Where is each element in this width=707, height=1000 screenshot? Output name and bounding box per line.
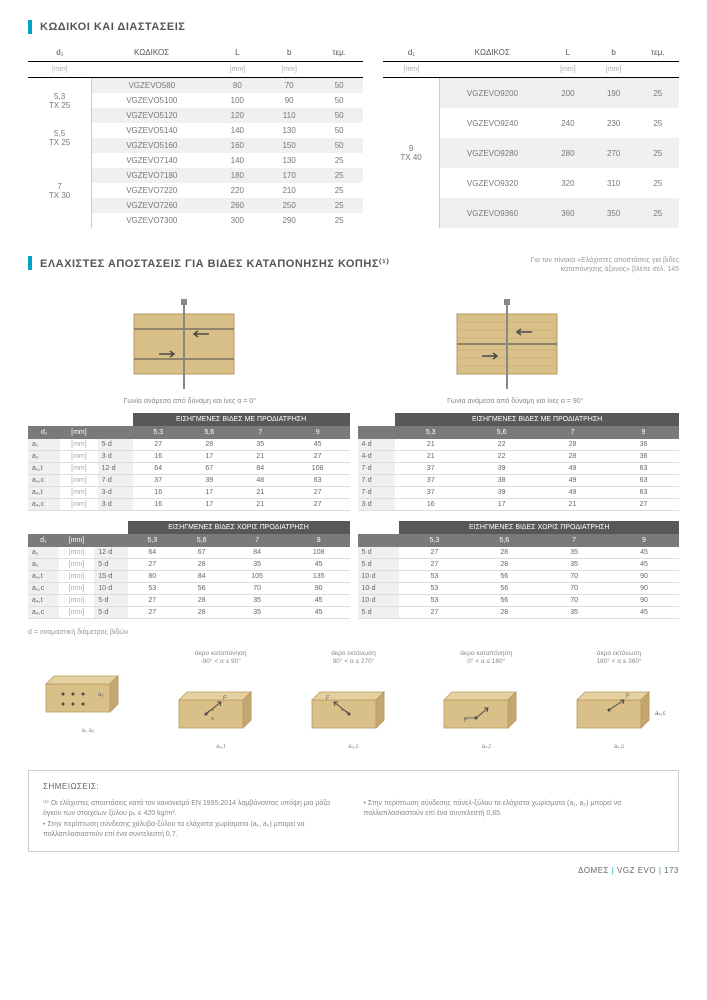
title-bar-icon — [28, 20, 32, 34]
note-l1: ⁽¹⁾ Οι ελάχιστες αποστάσεις κατά τον καν… — [43, 799, 344, 820]
bottom-diagram-0: a₂a₁ a₂ — [28, 650, 148, 750]
distance-table-nopredrill: ΕΙΣΗΓΜΕΝΕΣ ΒΙΔΕΣ ΧΩΡΙΣ ΠΡΟΔΙΑΤΡΗΣΗd₁[mm]… — [28, 521, 679, 619]
notes-box: ΣΗΜΕΙΩΣΕΙΣ: ⁽¹⁾ Οι ελάχιστες αποστάσεις … — [28, 770, 679, 852]
section-title-1: ΚΩΔΙΚΟΙ ΚΑΙ ΔΙΑΣΤΑΣΕΙΣ — [28, 20, 679, 34]
wood-diagrams: Γωνία ανάμεσα από δύναμη και ίνες α = 0°… — [28, 294, 679, 405]
svg-text:F: F — [464, 718, 468, 724]
svg-text:F: F — [326, 696, 330, 702]
side-note: Για τον πίνακα «Ελάχιστες αποστάσεις για… — [499, 256, 679, 274]
svg-text:F: F — [223, 696, 227, 702]
note-l2: • Στην περίπτωση σύνδεσης χάλυβα-ξύλου τ… — [43, 820, 344, 841]
title-text: ΚΩΔΙΚΟΙ ΚΑΙ ΔΙΑΣΤΑΣΕΙΣ — [40, 21, 185, 33]
svg-text:α: α — [211, 716, 214, 722]
notes-title: ΣΗΜΕΙΩΣΕΙΣ: — [43, 781, 664, 793]
bottom-diagram-1: άκρο καταπόνηση-90° < α ≤ 90°Fαa₃,t — [161, 650, 281, 750]
caption-right: Γωνία ανάμεσα από δύναμη και ίνες α = 90… — [447, 398, 583, 405]
page-footer: ΔΟΜΕΣ | VGZ EVO | 173 — [28, 866, 679, 875]
wood-diagram-0deg — [124, 294, 244, 394]
title-text: ΕΛΑΧΙΣΤΕΣ ΑΠΟΣΤΑΣΕΙΣ ΓΙΑ ΒΙΔΕΣ ΚΑΤΑΠΟΝΗΣ… — [40, 257, 390, 270]
bottom-diagram-4: άκρο εκτόνωση180° < α ≤ 360°Fa₄,ca₄,c — [559, 650, 679, 750]
svg-text:a₂: a₂ — [98, 692, 104, 698]
svg-text:a₄,c: a₄,c — [655, 711, 665, 717]
note-r1: • Στην περίπτωση σύνδεσης πάνελ-ξύλου τα… — [364, 799, 665, 820]
distance-table-predrill: ΕΙΣΗΓΜΕΝΕΣ ΒΙΔΕΣ ΜΕ ΠΡΟΔΙΑΤΡΗΣΗd₁[mm]5,3… — [28, 413, 679, 511]
caption-left: Γωνία ανάμεσα από δύναμη και ίνες α = 0° — [124, 398, 256, 405]
wood-diagram-90deg — [447, 294, 567, 394]
svg-text:F: F — [626, 694, 630, 700]
table-1: d₁ΚΩΔΙΚΟΣLbτεμ.[mm][mm][mm]5,3TX 25VGZEV… — [28, 44, 363, 228]
bottom-diagram-2: άκρο εκτόνωση90° < α ≤ 270°Fa₃,c — [294, 650, 414, 750]
title-bar-icon — [28, 256, 32, 270]
table-2: d₁ΚΩΔΙΚΟΣLbτεμ.[mm][mm][mm]9TX 40VGZEVO9… — [383, 44, 679, 228]
bottom-diagram-3: άκρο καταπόνηση0° < α ≤ 180°Fa₄,t — [426, 650, 546, 750]
d-note: d = ονομαστική διάμετρος βιδών — [28, 629, 679, 636]
bottom-diagrams: a₂a₁ a₂άκρο καταπόνηση-90° < α ≤ 90°Fαa₃… — [28, 650, 679, 750]
section-title-2: ΕΛΑΧΙΣΤΕΣ ΑΠΟΣΤΑΣΕΙΣ ΓΙΑ ΒΙΔΕΣ ΚΑΤΑΠΟΝΗΣ… — [28, 256, 390, 270]
dimension-tables: d₁ΚΩΔΙΚΟΣLbτεμ.[mm][mm][mm]5,3TX 25VGZEV… — [28, 44, 679, 228]
